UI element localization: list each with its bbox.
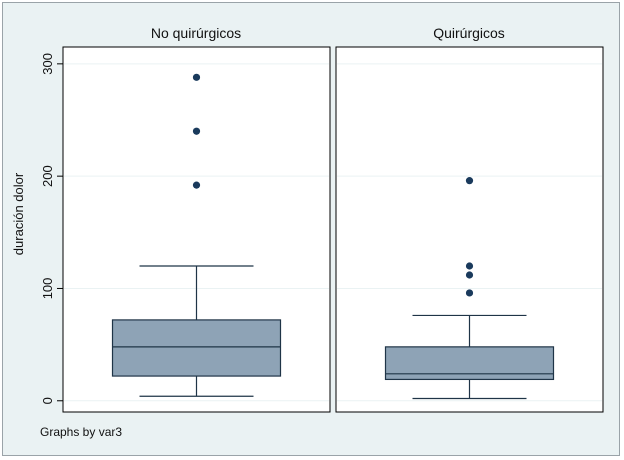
strip-right [336, 18, 603, 47]
outlier-point [192, 127, 201, 135]
y-tick-label: 200 [40, 165, 55, 187]
panel-title-left: No quirúrgicos [151, 25, 241, 41]
y-tick-label: 100 [40, 278, 55, 300]
outlier-point [192, 181, 201, 189]
iqr-box [111, 319, 282, 377]
outlier-point [465, 271, 474, 279]
outlier-point [465, 177, 474, 185]
y-tick-label: 300 [40, 53, 55, 75]
outlier-point [192, 73, 201, 81]
graphs-by-note: Graphs by var3 [40, 425, 122, 439]
panel-title-right: Quirúrgicos [433, 25, 505, 41]
y-axis-title: duración dolor [11, 172, 26, 255]
outlier-point [465, 289, 474, 297]
strip-left [63, 18, 330, 47]
outlier-point [465, 262, 474, 270]
iqr-box [384, 346, 555, 381]
y-tick-label: 0 [40, 397, 55, 404]
